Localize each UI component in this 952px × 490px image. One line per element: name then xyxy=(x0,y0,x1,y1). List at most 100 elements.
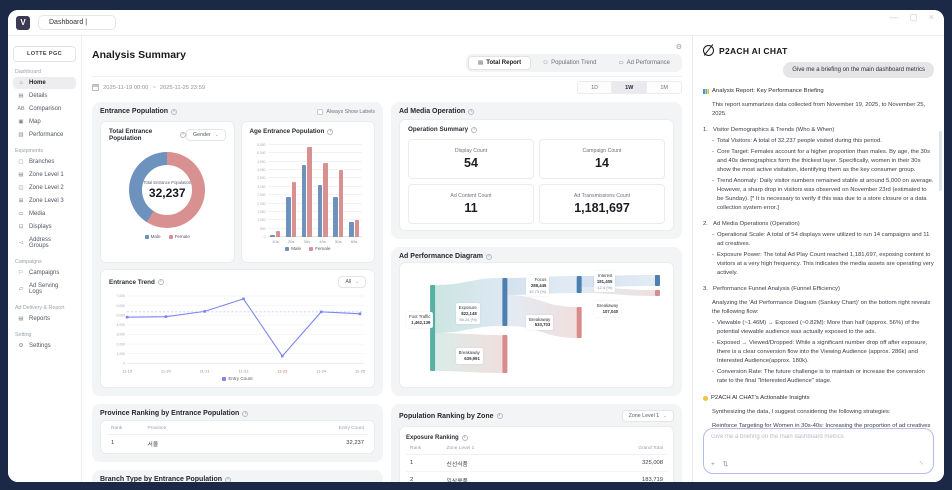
stat-ad-content-count: Ad Content Count 11 xyxy=(408,184,534,224)
info-icon[interactable]: i xyxy=(242,410,249,417)
attach-plus-icon[interactable]: + xyxy=(711,460,715,468)
chat-scrollbar[interactable] xyxy=(939,131,942,191)
settings-gear-icon[interactable]: ⚙ xyxy=(675,44,682,51)
sidebar-item-displays[interactable]: ⊡ Displays xyxy=(18,224,52,230)
total-entrance-population-card: Total Entrance Population i Gender ⌄ xyxy=(100,121,235,263)
bar-male-60s xyxy=(349,221,354,237)
sidebar-section-label: Dashboard xyxy=(15,69,41,75)
org-selector-button[interactable]: LOTTE PGC xyxy=(13,46,76,62)
info-icon[interactable]: i xyxy=(496,413,503,419)
comparison-icon: AB xyxy=(17,106,25,112)
sidebar-item-media[interactable]: ▭ Media xyxy=(18,211,46,217)
sidebar-item-reports[interactable]: ▤ Reports xyxy=(18,316,51,322)
report-tab-ad-performance[interactable]: ▭ Ad Performance xyxy=(608,56,680,70)
svg-text:5,000: 5,000 xyxy=(117,313,126,317)
report-tab-population-trend[interactable]: ⚇ Population Trend xyxy=(533,56,606,70)
range-button-1w[interactable]: 1W xyxy=(612,81,648,94)
sidebar-item-campaigns[interactable]: ⚐ Campaigns xyxy=(18,270,60,276)
info-icon[interactable]: i xyxy=(157,279,164,285)
sidebar-item-address-groups[interactable]: ◅ Address Groups xyxy=(18,237,52,249)
bar-group-10s xyxy=(270,145,281,237)
svg-text:11-21: 11-21 xyxy=(200,368,211,373)
app-logo[interactable]: V xyxy=(16,15,30,30)
bar-group-40s xyxy=(317,145,328,237)
chat-block: - Viewable (~1.46M) → Exposed (~0.82M): M… xyxy=(712,320,920,335)
chat-input[interactable] xyxy=(711,434,916,440)
svg-text:6,000: 6,000 xyxy=(117,304,126,308)
checkbox-icon[interactable] xyxy=(317,108,324,115)
date-range-picker[interactable]: 2025-11-19 00:00 ~ 2025-11-25 23:59 xyxy=(92,84,205,91)
sidebar-item-branches[interactable]: ▢ Branches xyxy=(18,159,55,165)
campaigns-icon: ⚐ xyxy=(18,270,24,276)
sidebar-item-home[interactable]: ⌂ Home xyxy=(13,77,76,89)
media-icon: ▭ xyxy=(18,211,24,217)
info-icon[interactable]: i xyxy=(327,128,334,135)
sidebar-item-ad-serving-logs[interactable]: ▱ Ad Serving Logs xyxy=(18,283,59,295)
bar-female-10s xyxy=(275,231,281,237)
x-tick: 20s xyxy=(287,239,295,244)
settings-icon: ⚙ xyxy=(18,343,24,349)
sidebar-item-settings[interactable]: ⚙ Settings xyxy=(18,343,51,349)
zone-2-icon: ◫ xyxy=(18,185,24,191)
sidebar-item-zone-level-2[interactable]: ◫ Zone Level 2 xyxy=(18,185,64,191)
gender-dropdown[interactable]: Gender ⌄ xyxy=(186,129,226,141)
chat-input-box[interactable]: + ⇅ ↔ xyxy=(703,428,934,474)
bar-female-30s xyxy=(307,146,312,237)
trend-filter-dropdown[interactable]: All ⌄ xyxy=(338,276,366,288)
date-end: 2025-11-25 23:59 xyxy=(159,84,206,91)
zone-level-dropdown[interactable]: Zone Level 1 ⌄ xyxy=(621,410,674,422)
report-tab-total-report[interactable]: ▤ Total Report xyxy=(468,56,532,70)
tune-icon[interactable]: ⇅ xyxy=(722,461,729,468)
ad-serving-logs-icon: ▱ xyxy=(18,286,24,292)
chat-block: - Conversion Rate: The future challenge i… xyxy=(712,369,925,385)
donut-center-value: 32,237 xyxy=(148,186,186,201)
person-icon: ⚇ xyxy=(543,60,549,66)
sidebar-item-map[interactable]: ▣ Map xyxy=(18,119,41,125)
province-ranking-table: Rank Province Entry Count 1 서울 32,237 xyxy=(107,423,368,452)
sidebar-item-comparison[interactable]: AB Comparison xyxy=(17,106,62,112)
chat-block: Synthesizing the data, I suggest conside… xyxy=(712,408,891,415)
always-show-labels-checkbox[interactable]: Always Show Labels xyxy=(317,108,375,115)
info-icon[interactable]: i xyxy=(471,126,478,133)
date-start: 2025-11-19 00:00 xyxy=(103,84,149,91)
performance-icon: ▥ xyxy=(18,132,24,138)
close-button[interactable]: × xyxy=(928,12,934,22)
chevron-down-icon: ⌄ xyxy=(663,413,667,418)
chat-block: - Total Visitors: A total of 32,237 peopl… xyxy=(712,137,882,144)
info-icon[interactable]: i xyxy=(171,108,178,115)
x-tick: 40s xyxy=(319,239,326,244)
sidebar-item-performance[interactable]: ▥ Performance xyxy=(18,132,64,138)
range-button-1d[interactable]: 1D xyxy=(577,81,613,94)
ad-performance-diagram-section: Ad Performance Diagram i xyxy=(391,247,682,396)
sankey-node-exposure xyxy=(502,278,508,326)
range-buttons: 1D 1W 1M xyxy=(577,81,682,94)
range-button-1m[interactable]: 1M xyxy=(647,81,682,94)
minimize-button[interactable]: — xyxy=(889,12,899,22)
sankey-label-breakaway-1: Breakaway 639,991 xyxy=(455,348,483,364)
section-title: Branch Type by Entrance Population xyxy=(100,476,223,482)
x-tick: 60s xyxy=(350,239,358,244)
sidebar-item-zone-level-1[interactable]: ▤ Zone Level 1 xyxy=(18,172,64,178)
maximize-button[interactable]: ▢ xyxy=(909,12,918,22)
info-icon[interactable]: i xyxy=(225,476,232,482)
sankey-node-interest xyxy=(654,275,660,286)
chat-block: - Exposure Power: The total Ad Play Count… xyxy=(712,252,934,277)
p2ach-logo-icon xyxy=(703,45,714,56)
ai-chat-panel: P2ACH AI CHAT Give me a briefing on the … xyxy=(692,36,944,482)
zone-3-icon: ⊞ xyxy=(18,198,24,204)
column-header: Rank xyxy=(406,443,443,455)
left-column: Entrance Population i Always Show Labels xyxy=(92,102,383,482)
sankey-label-breakaway-2: Breakaway 533,703 xyxy=(526,314,554,331)
info-icon[interactable]: i xyxy=(461,435,468,441)
window-tab-dashboard[interactable]: Dashboard | xyxy=(38,15,116,30)
info-icon[interactable]: i xyxy=(468,108,475,115)
info-icon[interactable]: i xyxy=(180,132,187,138)
info-icon[interactable]: i xyxy=(486,253,493,260)
sidebar-item-zone-level-3[interactable]: ⊞ Zone Level 3 xyxy=(18,198,64,204)
legend-item-entry-count: Entry Count xyxy=(222,376,253,381)
report-tabs: ▤ Total Report ⚇ Population Trend ▭ Ad Perfor… xyxy=(466,54,682,72)
section-title: Population Ranking by Zone xyxy=(399,412,494,420)
table-row: 1 서울 32,237 xyxy=(107,434,368,452)
sidebar-item-details[interactable]: ▤ Details xyxy=(18,93,48,99)
column-header: Rank xyxy=(107,423,144,436)
